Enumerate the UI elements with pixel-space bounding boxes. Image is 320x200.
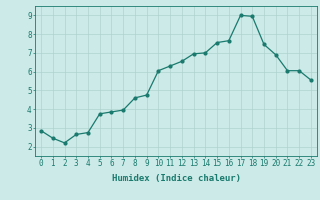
X-axis label: Humidex (Indice chaleur): Humidex (Indice chaleur) xyxy=(111,174,241,183)
